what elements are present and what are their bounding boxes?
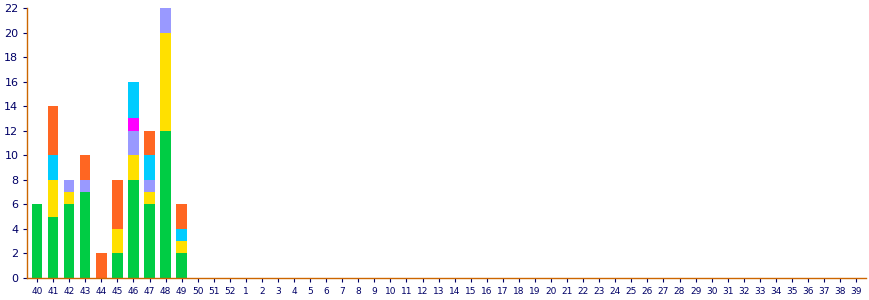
Bar xyxy=(144,180,155,192)
Bar xyxy=(64,180,75,192)
Bar xyxy=(112,253,123,278)
Bar xyxy=(48,106,58,155)
Bar xyxy=(144,155,155,180)
Bar xyxy=(128,180,138,278)
Bar xyxy=(160,131,170,278)
Bar xyxy=(112,229,123,253)
Bar xyxy=(64,204,75,278)
Bar xyxy=(176,229,187,241)
Bar xyxy=(176,241,187,253)
Bar xyxy=(128,131,138,155)
Bar xyxy=(176,204,187,229)
Bar xyxy=(48,180,58,217)
Bar xyxy=(48,217,58,278)
Bar xyxy=(32,204,43,278)
Bar xyxy=(160,33,170,131)
Bar xyxy=(160,0,170,33)
Bar xyxy=(64,192,75,204)
Bar xyxy=(80,192,90,278)
Bar xyxy=(96,253,106,278)
Bar xyxy=(112,180,123,229)
Bar xyxy=(176,253,187,278)
Bar xyxy=(128,155,138,180)
Bar xyxy=(144,131,155,155)
Bar xyxy=(128,118,138,131)
Bar xyxy=(144,192,155,204)
Bar xyxy=(144,204,155,278)
Bar xyxy=(128,82,138,118)
Bar xyxy=(80,180,90,192)
Bar xyxy=(48,155,58,180)
Bar xyxy=(80,155,90,180)
